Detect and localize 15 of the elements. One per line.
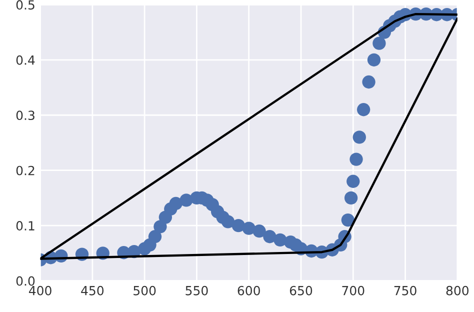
x-tick-label: 800 [446,286,469,296]
x-tick-label: 750 [394,286,416,296]
y-tick-label: 0.1 [16,221,34,231]
x-tick-label: 400 [28,286,52,296]
y-tick-label: 0.5 [16,0,34,10]
y-tick-label: 0.0 [16,276,35,286]
x-tick-label: 500 [134,286,156,296]
y-tick-label: 0.3 [16,110,34,120]
x-tick-label: 700 [342,286,364,296]
x-tick-label: 450 [81,286,104,296]
x-tick-label: 650 [290,286,312,296]
y-tick-label: 0.2 [16,166,34,176]
x-tick-label: 600 [238,286,260,296]
y-tick-label: 0.4 [16,55,35,65]
x-tick-label: 550 [186,286,208,296]
